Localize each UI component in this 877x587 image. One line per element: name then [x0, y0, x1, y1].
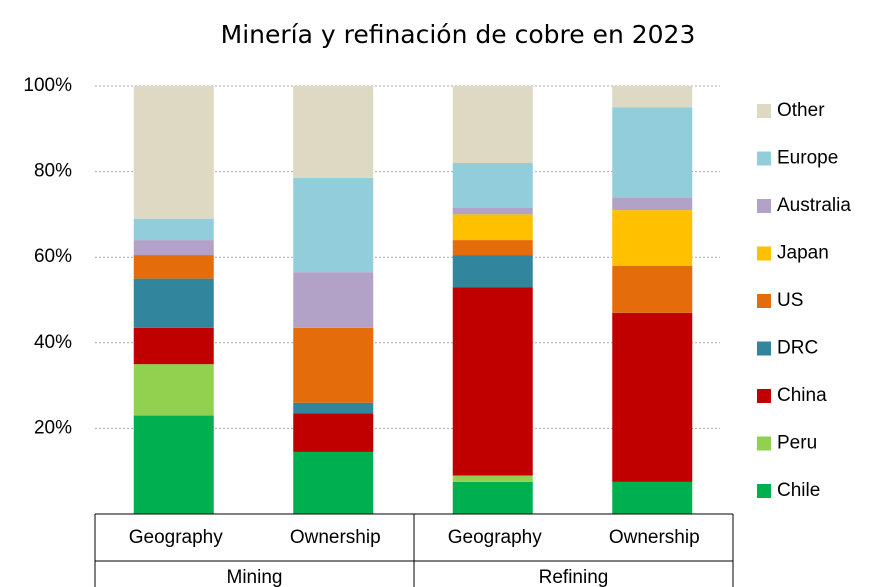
bar-segment	[612, 107, 693, 198]
bar-segment	[452, 481, 533, 514]
y-tick-label: 20%	[34, 417, 72, 438]
legend-swatch	[757, 341, 771, 356]
bar-segment	[133, 278, 214, 328]
bar-segment	[133, 240, 214, 256]
legend-swatch	[757, 294, 771, 308]
bar-segment	[293, 86, 374, 179]
x-tick-label: Geography	[448, 527, 543, 548]
bar-segment	[293, 413, 374, 452]
group-label: Mining	[227, 567, 283, 587]
bar-segment	[133, 415, 214, 514]
x-tick-label: Geography	[129, 527, 224, 548]
bar-segment	[612, 265, 693, 313]
bar-segment	[612, 481, 693, 514]
x-tick-label: Ownership	[290, 527, 381, 548]
bar-segment	[293, 327, 374, 403]
legend-label: China	[777, 385, 827, 406]
bar-segment	[452, 163, 533, 208]
legend-label: DRC	[777, 338, 818, 359]
legend-label: Australia	[777, 195, 851, 216]
x-tick-label: Ownership	[609, 527, 700, 548]
bar-segment	[612, 197, 693, 211]
bar-segment	[293, 451, 374, 514]
bar-segment	[293, 402, 374, 414]
y-tick-label: 40%	[34, 332, 72, 353]
bar-segment	[452, 475, 533, 482]
bar-segment	[133, 364, 214, 416]
bar-segment	[133, 255, 214, 279]
legend-swatch	[757, 104, 771, 118]
bar-segment	[612, 312, 693, 482]
y-tick-label: 60%	[34, 246, 72, 267]
chart-title: Minería y refinación de cobre en 2023	[221, 20, 696, 49]
y-tick-label: 100%	[23, 75, 72, 96]
legend-label: Peru	[777, 433, 817, 454]
legend-swatch	[757, 484, 771, 498]
bar-segment	[133, 218, 214, 241]
legend-swatch	[757, 389, 771, 403]
legend-label: Other	[777, 100, 825, 121]
bar-segment	[612, 210, 693, 266]
legend-label: Japan	[777, 243, 829, 264]
bar-segment	[293, 272, 374, 328]
legend-swatch	[757, 246, 771, 261]
legend-swatch	[757, 151, 771, 166]
legend-label: Europe	[777, 148, 838, 169]
bar-segment	[452, 86, 533, 164]
bar-segment	[452, 255, 533, 288]
y-tick-label: 80%	[34, 161, 72, 182]
legend-swatch	[757, 199, 771, 213]
bar-segment	[133, 327, 214, 365]
bar-segment	[452, 207, 533, 215]
legend-label: US	[777, 290, 803, 311]
bar-segment	[293, 178, 374, 273]
legend-swatch	[757, 436, 771, 451]
group-label: Refining	[539, 567, 609, 587]
bar-segment	[133, 86, 214, 219]
bar-segment	[452, 240, 533, 256]
bar-segment	[612, 86, 693, 108]
bar-segment	[452, 287, 533, 476]
bar-segment	[452, 214, 533, 241]
legend-label: Chile	[777, 480, 820, 501]
